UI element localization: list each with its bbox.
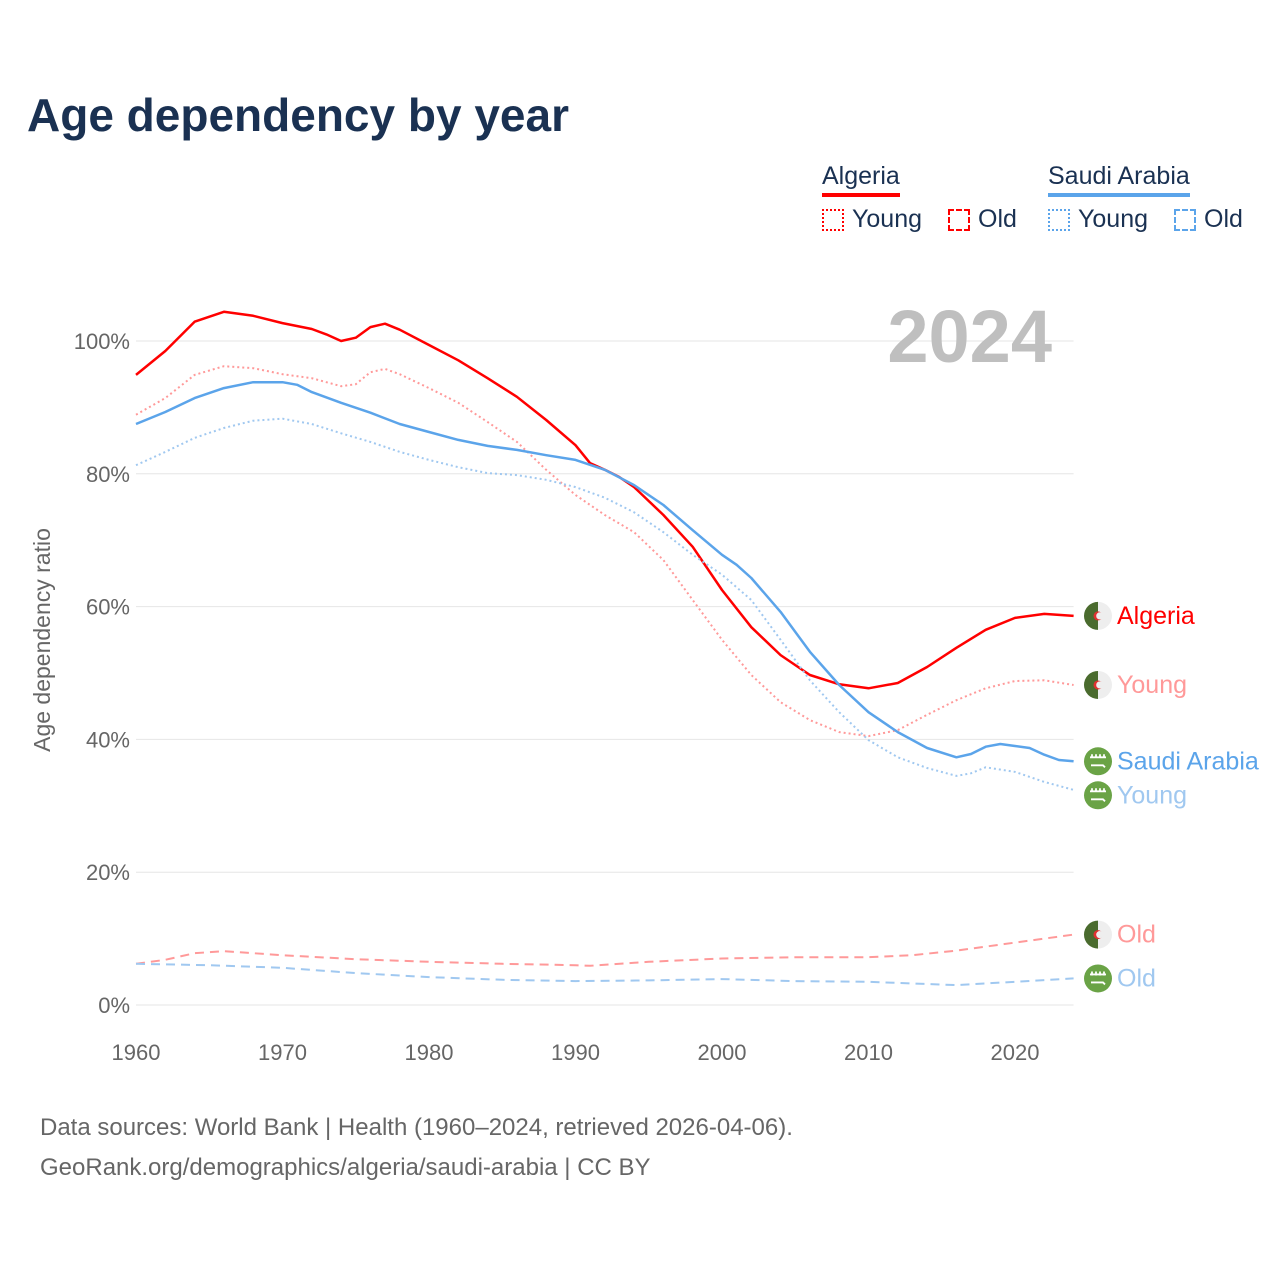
legend-saudi: Saudi Arabia Young Old <box>1048 162 1243 234</box>
x-tick-label: 1960 <box>112 1040 161 1065</box>
source-line-2[interactable]: GeoRank.org/demographics/algeria/saudi-a… <box>40 1154 651 1181</box>
end-label-algeria-young: Young <box>1084 670 1187 699</box>
end-label-text: Saudi Arabia <box>1117 747 1259 775</box>
dashed-swatch-icon <box>1174 208 1196 231</box>
algeria-flag-icon <box>1084 601 1112 630</box>
series-line-saudi-arabia-old[interactable] <box>135 962 1074 987</box>
y-axis-label: Age dependency ratio <box>29 528 55 752</box>
source-line-1: Data sources: World Bank | Health (1960–… <box>40 1114 793 1141</box>
algeria-flag-icon <box>1084 920 1112 949</box>
end-label-saudi-arabia: Saudi Arabia <box>1084 747 1259 776</box>
legend-young-label: Young <box>1078 205 1148 233</box>
end-label-saudi-arabia-old: Old <box>1084 964 1156 993</box>
y-tick-label: 80% <box>86 462 130 487</box>
y-tick-label: 40% <box>86 727 130 752</box>
series-line-saudi-arabia-young[interactable] <box>135 417 1074 791</box>
legend-young-label: Young <box>852 205 922 233</box>
series-line-algeria-young[interactable] <box>135 365 1074 738</box>
x-tick-label: 2000 <box>698 1040 747 1065</box>
legend-country-algeria: Algeria <box>822 162 900 197</box>
end-label-algeria-old: Old <box>1084 920 1156 949</box>
chart-title: Age dependency by year <box>27 89 569 141</box>
legend-old-label: Old <box>1204 205 1243 233</box>
dashed-swatch-icon <box>948 208 970 231</box>
source-note: Data sources: World Bank | Health (1960–… <box>40 1108 793 1188</box>
legend-algeria: Algeria Young Old <box>822 162 1017 234</box>
series-line-saudi-arabia[interactable] <box>135 380 1074 763</box>
end-label-text: Old <box>1117 921 1156 949</box>
y-tick-label: 60% <box>86 595 130 620</box>
legend-country-saudi: Saudi Arabia <box>1048 162 1190 197</box>
x-tick-label: 2010 <box>844 1040 893 1065</box>
algeria-flag-icon <box>1084 670 1112 699</box>
end-label-text: Old <box>1117 964 1156 992</box>
dotted-swatch-icon <box>1048 208 1070 231</box>
series-line-algeria-old[interactable] <box>135 933 1074 967</box>
x-tick-label: 1990 <box>551 1040 600 1065</box>
dotted-swatch-icon <box>822 208 844 231</box>
saudi-flag-icon <box>1084 964 1112 993</box>
y-tick-label: 100% <box>74 329 130 354</box>
end-label-saudi-arabia-young: Young <box>1084 781 1187 810</box>
year-watermark: 2024 <box>887 295 1052 378</box>
end-label-text: Young <box>1117 671 1187 699</box>
line-chart: 0% 20% 40% 60% 80% 100% 1960 1970 1980 1990 2000 20… <box>29 295 1259 1065</box>
end-label-text: Algeria <box>1117 602 1195 630</box>
saudi-flag-icon <box>1084 781 1112 810</box>
series-line-algeria[interactable] <box>135 310 1074 690</box>
x-tick-label: 1970 <box>258 1040 307 1065</box>
end-label-text: Young <box>1117 781 1187 809</box>
y-tick-label: 0% <box>98 993 130 1018</box>
end-label-algeria: Algeria <box>1084 601 1195 630</box>
legend-old-label: Old <box>978 205 1017 233</box>
x-tick-label: 2020 <box>991 1040 1040 1065</box>
y-tick-label: 20% <box>86 860 130 885</box>
saudi-flag-icon <box>1084 747 1112 776</box>
x-tick-label: 1980 <box>405 1040 454 1065</box>
